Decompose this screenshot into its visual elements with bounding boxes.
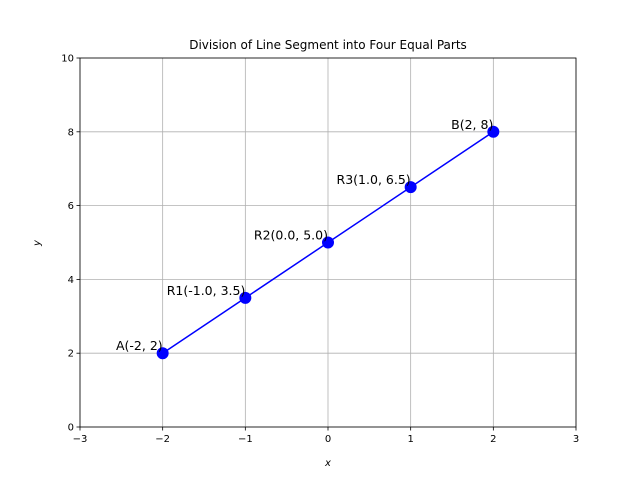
x-tick-label: 2: [490, 434, 496, 445]
x-tick-label: 0: [325, 434, 331, 445]
point-label: R3(1.0, 6.5): [337, 172, 411, 187]
chart-title: Division of Line Segment into Four Equal…: [189, 38, 467, 52]
x-axis-label: x: [324, 458, 331, 469]
point-label: R2(0.0, 5.0): [254, 228, 328, 243]
x-tick-label: −3: [73, 434, 88, 445]
annotation-layer: A(-2, 2) R1(-1.0, 3.5) R2(0.0, 5.0) R3(1.0,…: [116, 117, 493, 353]
data-point: [322, 236, 334, 249]
x-tick-label: 1: [407, 434, 413, 445]
y-axis-label: y: [32, 239, 43, 247]
y-tick-label: 6: [68, 201, 74, 212]
data-point: [156, 347, 169, 360]
axis-ticks: −3 −2 −1 0 1 2 3 0 2 4 6 8 10: [61, 54, 579, 446]
point-label: B(2, 8): [451, 117, 493, 132]
y-tick-label: 4: [68, 275, 74, 286]
data-point: [487, 125, 500, 138]
point-label: R1(-1.0, 3.5): [167, 283, 246, 298]
data-point: [239, 291, 252, 304]
x-tick-label: 3: [573, 434, 579, 445]
y-tick-label: 2: [68, 349, 74, 360]
x-tick-label: −1: [238, 434, 253, 445]
y-tick-label: 0: [68, 423, 74, 434]
data-point: [404, 181, 417, 194]
point-label: A(-2, 2): [116, 338, 163, 353]
y-tick-label: 10: [61, 54, 74, 65]
series-layer: [156, 125, 500, 360]
x-tick-label: −2: [155, 434, 170, 445]
y-tick-label: 8: [68, 127, 74, 138]
